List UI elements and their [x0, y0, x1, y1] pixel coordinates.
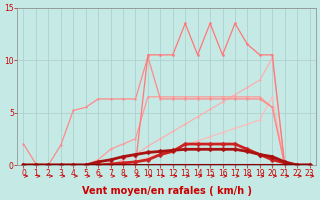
X-axis label: Vent moyen/en rafales ( km/h ): Vent moyen/en rafales ( km/h )	[82, 186, 252, 196]
